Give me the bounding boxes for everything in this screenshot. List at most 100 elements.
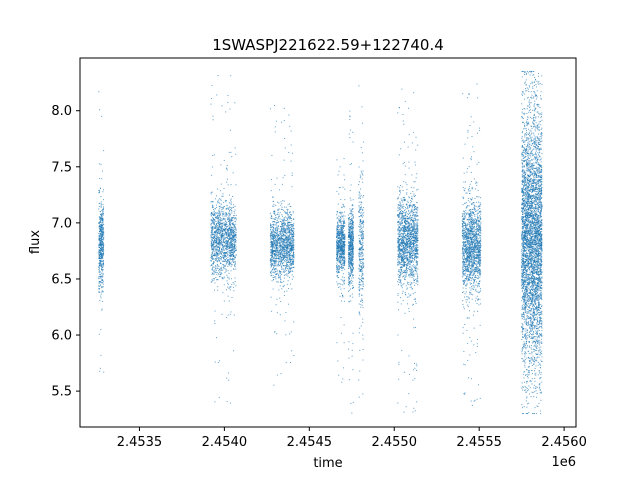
data-point (338, 225, 340, 227)
data-point (361, 172, 363, 174)
data-point (225, 230, 227, 232)
data-point (219, 273, 221, 275)
data-point (342, 212, 344, 214)
data-point (352, 285, 354, 287)
data-point (219, 269, 221, 271)
data-point (212, 227, 214, 229)
data-point (230, 241, 232, 243)
data-point (351, 259, 353, 261)
data-point (283, 238, 285, 240)
data-point (280, 263, 282, 265)
data-point (279, 272, 281, 274)
data-point (348, 282, 350, 284)
data-point (229, 247, 231, 249)
data-point (340, 212, 342, 214)
data-point (362, 227, 364, 229)
data-point (222, 256, 224, 258)
data-point (339, 225, 341, 227)
data-point (286, 269, 288, 271)
data-point (223, 213, 225, 215)
data-point (229, 262, 231, 264)
data-point (293, 219, 295, 221)
data-point (229, 313, 231, 315)
data-point (212, 267, 214, 269)
data-point (336, 236, 338, 238)
data-point (342, 256, 344, 258)
data-point (285, 228, 287, 230)
data-point (271, 255, 273, 257)
data-point (271, 264, 273, 266)
data-point (360, 227, 362, 229)
data-point (99, 109, 101, 111)
data-point (338, 233, 340, 235)
data-point (277, 234, 279, 236)
data-point (233, 350, 235, 352)
data-point (285, 258, 287, 260)
data-point (223, 206, 225, 208)
data-point (219, 214, 221, 216)
data-point (362, 258, 364, 260)
data-point (359, 279, 361, 281)
data-point (342, 378, 344, 380)
data-point (211, 201, 213, 203)
data-point (99, 178, 101, 179)
data-point (274, 229, 276, 231)
data-point (228, 247, 230, 249)
data-point (232, 172, 234, 174)
data-point (358, 249, 360, 251)
data-point (277, 254, 279, 256)
data-point (220, 250, 222, 252)
data-point (287, 264, 289, 266)
data-point (337, 259, 339, 261)
data-point (100, 257, 102, 259)
data-point (276, 243, 278, 245)
data-point (222, 244, 224, 246)
data-point (290, 255, 292, 257)
data-point (277, 249, 279, 251)
data-point (337, 237, 339, 239)
data-point (272, 226, 274, 228)
data-point (228, 250, 230, 252)
data-point (363, 266, 365, 268)
data-point (284, 268, 286, 270)
data-point (361, 268, 363, 270)
data-point (102, 255, 104, 257)
data-point (220, 253, 222, 255)
data-point (359, 288, 361, 290)
data-point (228, 259, 230, 261)
data-point (416, 228, 418, 230)
data-point (280, 227, 282, 229)
data-point (211, 280, 213, 282)
data-point (292, 233, 294, 235)
data-point (228, 222, 230, 224)
data-point (102, 208, 104, 210)
data-point (217, 244, 219, 245)
data-point (223, 229, 225, 231)
data-point (221, 234, 223, 236)
data-point (289, 231, 291, 233)
data-point (230, 207, 232, 208)
data-point (218, 220, 219, 222)
data-point (340, 258, 342, 260)
data-point (338, 233, 340, 235)
data-point (227, 207, 229, 209)
data-point (289, 203, 291, 205)
data-point (272, 264, 274, 266)
data-point (289, 236, 291, 238)
data-point (282, 263, 284, 265)
data-point (280, 232, 282, 234)
data-point (224, 200, 226, 202)
data-point (220, 235, 222, 237)
data-point (100, 255, 102, 257)
data-point (348, 258, 350, 260)
data-point (292, 255, 294, 257)
data-point (218, 238, 220, 240)
data-point (351, 257, 353, 259)
data-point (286, 258, 288, 260)
data-point (235, 234, 237, 236)
data-point (338, 374, 340, 376)
data-point (233, 258, 235, 260)
data-point (348, 261, 350, 263)
data-point (230, 237, 232, 239)
data-point (362, 288, 364, 290)
